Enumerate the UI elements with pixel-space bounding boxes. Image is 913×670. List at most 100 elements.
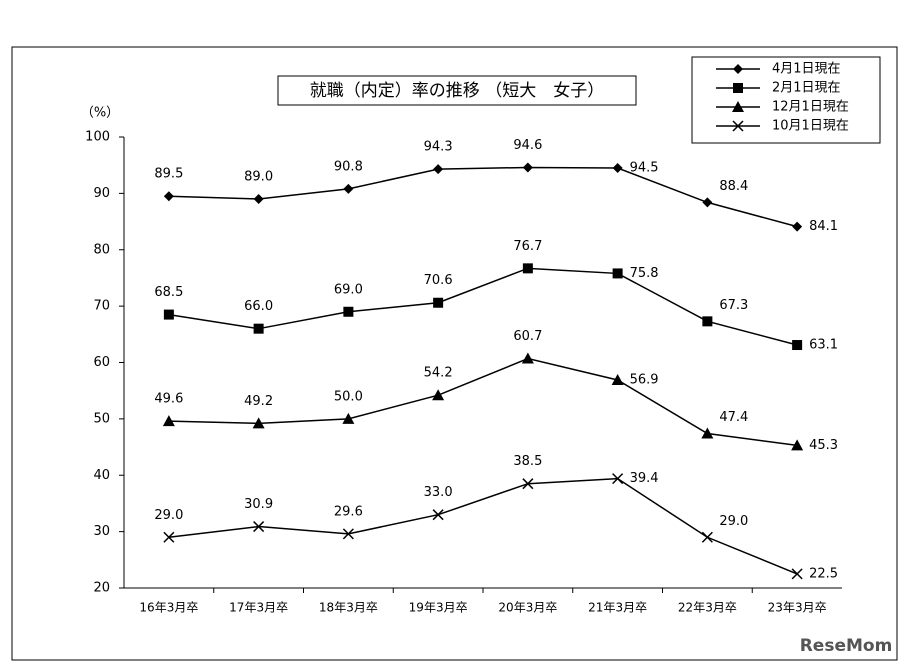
y-tick-label: 80 xyxy=(93,242,110,257)
legend-label: 10月1日現在 xyxy=(772,119,849,134)
series-line xyxy=(168,267,798,346)
marker xyxy=(733,83,743,93)
marker xyxy=(521,352,534,364)
data-label: 49.2 xyxy=(244,394,273,409)
y-tick-label: 90 xyxy=(93,186,110,201)
data-label: 56.9 xyxy=(630,372,659,387)
x-tick-label: 18年3月卒 xyxy=(319,601,378,615)
marker xyxy=(791,568,803,580)
data-label: 38.5 xyxy=(513,454,542,469)
data-label: 94.6 xyxy=(513,138,542,153)
marker xyxy=(732,101,744,112)
marker xyxy=(252,417,265,429)
data-label: 76.7 xyxy=(513,239,542,254)
data-label: 29.6 xyxy=(334,504,363,519)
data-label: 49.6 xyxy=(154,392,183,407)
marker xyxy=(342,528,354,540)
data-label: 88.4 xyxy=(719,179,748,194)
x-tick-label: 21年3月卒 xyxy=(588,601,647,615)
y-tick-label: 70 xyxy=(93,299,110,314)
legend-label: 4月1日現在 xyxy=(772,62,841,77)
data-label: 54.2 xyxy=(424,366,453,381)
marker xyxy=(702,316,713,327)
data-label: 68.5 xyxy=(154,285,183,300)
data-label: 89.5 xyxy=(154,167,183,182)
x-tick-label: 16年3月卒 xyxy=(139,601,198,615)
y-tick-label: 100 xyxy=(85,130,110,145)
data-label: 84.1 xyxy=(809,219,838,234)
x-tick-label: 20年3月卒 xyxy=(498,601,557,615)
marker xyxy=(611,373,624,385)
x-tick-label: 22年3月卒 xyxy=(678,601,737,615)
data-label: 70.6 xyxy=(424,273,453,288)
marker xyxy=(612,163,623,174)
title-box xyxy=(277,75,637,106)
marker xyxy=(522,263,533,274)
data-label: 63.1 xyxy=(809,338,838,353)
marker xyxy=(522,478,534,490)
marker xyxy=(701,531,713,543)
marker xyxy=(163,191,174,202)
marker xyxy=(791,439,804,451)
x-tick-label: 19年3月卒 xyxy=(409,601,468,615)
marker xyxy=(253,194,264,205)
y-tick-label: 60 xyxy=(93,355,110,370)
data-label: 29.0 xyxy=(154,508,183,523)
data-label: 33.0 xyxy=(424,485,453,500)
y-tick-label: 30 xyxy=(93,524,110,539)
marker xyxy=(792,340,803,351)
series-line xyxy=(168,477,798,575)
y-tick-label: 20 xyxy=(93,581,110,596)
data-label: 45.3 xyxy=(809,438,838,453)
legend-box xyxy=(691,56,881,144)
data-label: 75.8 xyxy=(630,266,659,281)
marker xyxy=(253,323,264,334)
marker xyxy=(792,221,803,232)
data-label: 67.3 xyxy=(719,298,748,313)
marker xyxy=(433,164,444,175)
marker xyxy=(522,162,533,173)
marker xyxy=(433,297,444,308)
data-label: 89.0 xyxy=(244,170,273,185)
marker xyxy=(612,473,624,485)
y-tick-label: 50 xyxy=(93,411,110,426)
data-label: 47.4 xyxy=(719,410,748,425)
marker xyxy=(432,509,444,521)
marker xyxy=(343,183,354,194)
legend-label: 12月1日現在 xyxy=(772,100,849,115)
data-label: 60.7 xyxy=(513,329,542,344)
marker xyxy=(702,197,713,208)
marker xyxy=(732,120,744,132)
data-label: 94.5 xyxy=(630,161,659,176)
marker xyxy=(432,389,445,401)
data-label: 22.5 xyxy=(809,566,838,581)
data-label: 94.3 xyxy=(424,140,453,155)
marker xyxy=(612,268,623,279)
data-label: 66.0 xyxy=(244,299,273,314)
y-tick-label: 40 xyxy=(93,468,110,483)
marker xyxy=(253,521,265,533)
series-line xyxy=(168,357,798,447)
data-label: 29.0 xyxy=(719,514,748,529)
marker xyxy=(343,306,354,317)
y-unit: （%） xyxy=(81,106,119,121)
data-label: 39.4 xyxy=(630,471,659,486)
data-label: 69.0 xyxy=(334,282,363,297)
data-label: 50.0 xyxy=(334,389,363,404)
marker xyxy=(163,309,174,320)
x-tick-label: 17年3月卒 xyxy=(229,601,288,615)
marker xyxy=(162,415,175,427)
legend-label: 2月1日現在 xyxy=(772,81,841,96)
x-tick-label: 23年3月卒 xyxy=(768,601,827,615)
chart-frame xyxy=(11,46,898,661)
series-line xyxy=(168,166,798,228)
marker xyxy=(733,64,743,74)
marker xyxy=(163,531,175,543)
data-label: 30.9 xyxy=(244,497,273,512)
marker xyxy=(342,412,355,424)
watermark: ReseMom xyxy=(800,636,893,656)
data-label: 90.8 xyxy=(334,159,363,174)
chart-title: 就職（内定）率の推移 （短大 女子） xyxy=(310,81,604,101)
marker xyxy=(701,427,714,439)
